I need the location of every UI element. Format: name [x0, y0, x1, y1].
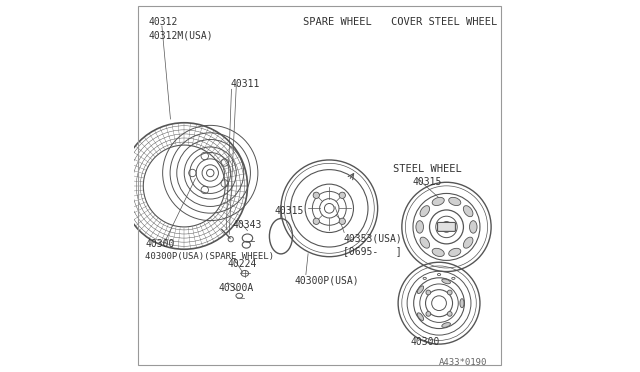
Text: 40300P(USA)(SPARE WHEEL): 40300P(USA)(SPARE WHEEL): [145, 252, 274, 261]
Circle shape: [339, 192, 346, 199]
Text: 40343: 40343: [232, 220, 262, 230]
Ellipse shape: [417, 286, 424, 294]
FancyBboxPatch shape: [438, 222, 456, 231]
Text: 40224: 40224: [228, 259, 257, 269]
Ellipse shape: [432, 198, 444, 206]
Ellipse shape: [420, 237, 429, 248]
Text: 40311: 40311: [231, 79, 260, 89]
Ellipse shape: [460, 299, 464, 308]
Circle shape: [447, 311, 452, 316]
Text: [0695-   ]: [0695- ]: [343, 246, 402, 256]
Text: 40312M(USA): 40312M(USA): [149, 31, 214, 40]
Ellipse shape: [432, 248, 444, 256]
Circle shape: [339, 218, 346, 224]
Text: 40300: 40300: [410, 337, 440, 347]
Text: COVER STEEL WHEEL: COVER STEEL WHEEL: [390, 17, 497, 27]
Text: STEEL WHEEL: STEEL WHEEL: [392, 164, 461, 174]
Ellipse shape: [416, 221, 424, 233]
Ellipse shape: [463, 206, 473, 217]
Circle shape: [426, 311, 431, 316]
Circle shape: [313, 218, 319, 224]
Ellipse shape: [442, 279, 451, 284]
Ellipse shape: [442, 323, 451, 327]
Text: 40315: 40315: [275, 206, 304, 216]
Ellipse shape: [470, 221, 477, 233]
Ellipse shape: [449, 198, 461, 206]
Text: 40353(USA): 40353(USA): [343, 233, 402, 243]
Circle shape: [447, 290, 452, 295]
Ellipse shape: [417, 313, 424, 321]
Circle shape: [426, 290, 431, 295]
Text: A433*0190: A433*0190: [439, 358, 488, 367]
Ellipse shape: [420, 206, 429, 217]
Ellipse shape: [463, 237, 473, 248]
Text: SPARE WHEEL: SPARE WHEEL: [303, 17, 372, 27]
Text: 40315: 40315: [412, 177, 442, 187]
Ellipse shape: [449, 248, 461, 256]
Text: 40300P(USA): 40300P(USA): [294, 276, 359, 286]
Text: 40312: 40312: [149, 17, 179, 27]
Text: 40300A: 40300A: [219, 283, 254, 293]
Circle shape: [313, 192, 319, 199]
Text: 40300: 40300: [145, 239, 175, 248]
